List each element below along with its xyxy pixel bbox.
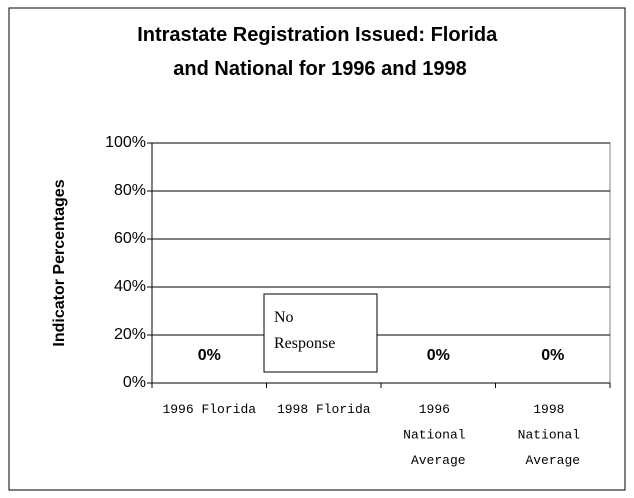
y-tick-label: 40%: [114, 278, 146, 295]
value-label: 0%: [541, 347, 564, 364]
y-tick-label: 80%: [114, 182, 146, 199]
y-tick-label: 0%: [123, 374, 146, 391]
y-tick-label: 20%: [114, 326, 146, 343]
y-tick-label: 60%: [114, 230, 146, 247]
y-tick-label: 100%: [105, 134, 146, 151]
value-label: 0%: [198, 347, 221, 364]
x-tick-label: 1996 National Average: [403, 402, 473, 468]
x-tick-label: 1998 Florida: [277, 402, 371, 417]
x-tick-label: 1998 National Average: [518, 402, 588, 468]
y-axis-label: Indicator Percentages: [51, 179, 68, 346]
annotation: No Response: [274, 309, 335, 352]
annotation-box: [263, 293, 378, 373]
value-label: 0%: [427, 347, 450, 364]
chart-title: Intrastate Registration Issued: Florida …: [137, 24, 503, 80]
plot-area: [151, 142, 611, 384]
x-tick-label: 1996 Florida: [162, 402, 256, 417]
